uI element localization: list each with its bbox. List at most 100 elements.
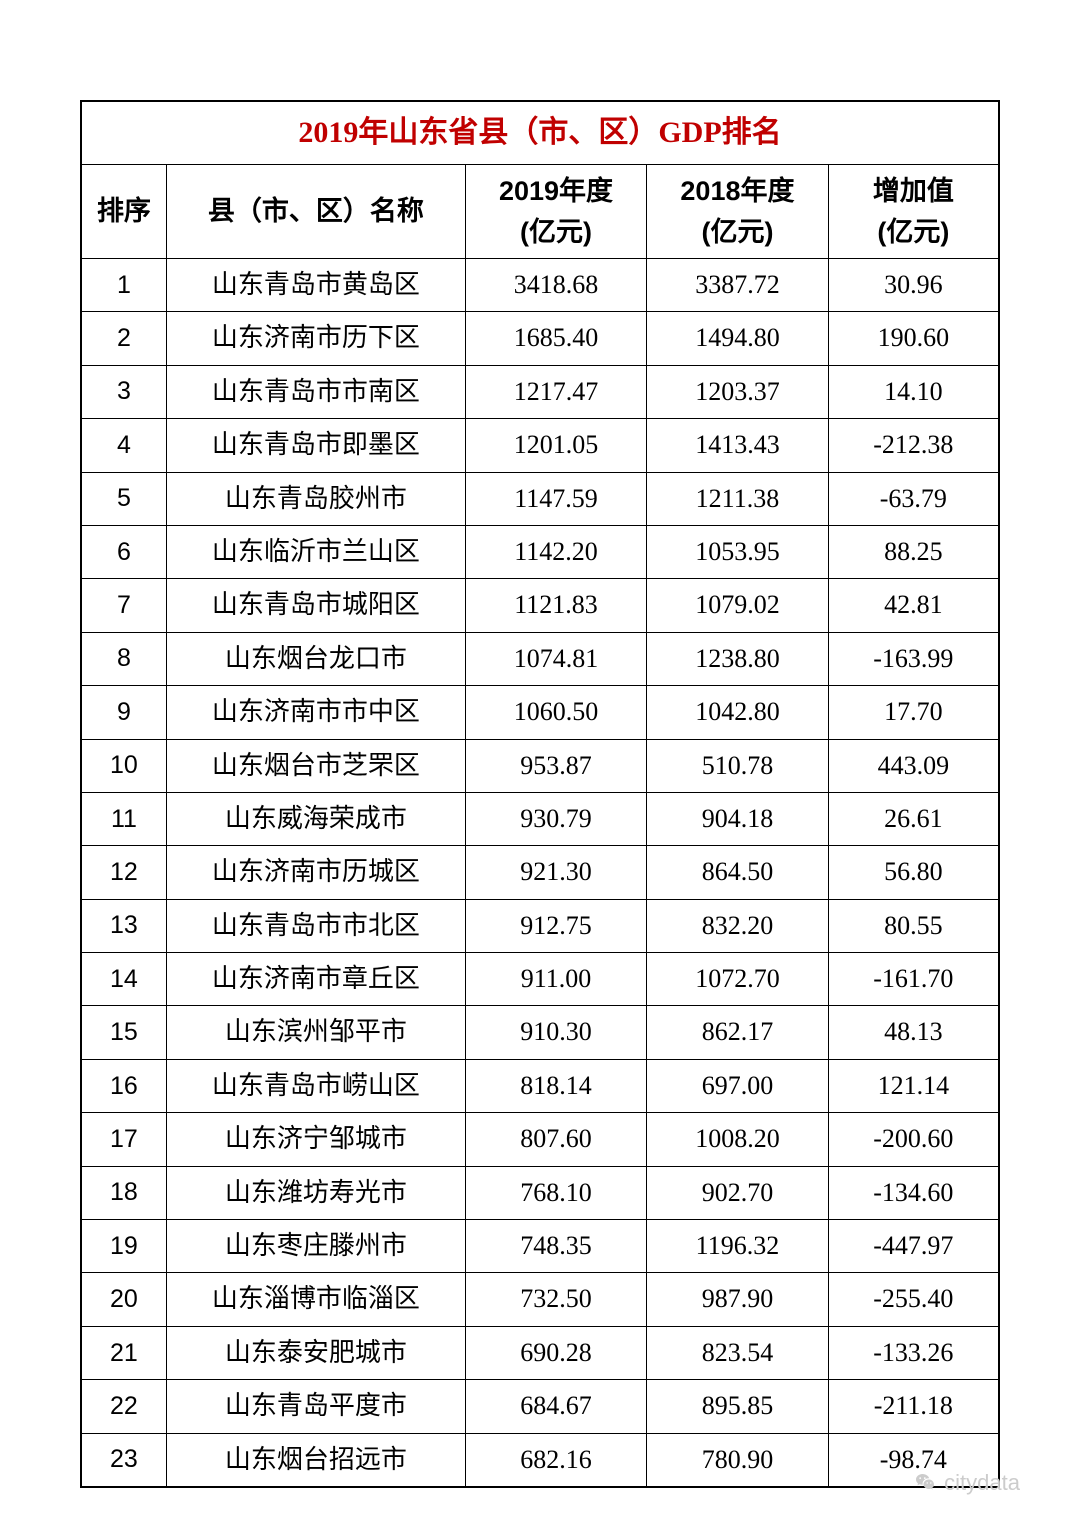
header-2019-line2: (亿元) [520, 217, 592, 247]
cell-y2018: 902.70 [647, 1166, 828, 1219]
cell-diff: -161.70 [828, 953, 999, 1006]
cell-rank: 15 [81, 1006, 166, 1059]
cell-diff: 14.10 [828, 365, 999, 418]
header-diff-line1: 增加值 [873, 176, 954, 206]
cell-y2019: 1217.47 [465, 365, 646, 418]
table-row: 23山东烟台招远市682.16780.90-98.74 [81, 1433, 999, 1487]
cell-name: 山东青岛平度市 [166, 1380, 465, 1433]
cell-diff: -447.97 [828, 1220, 999, 1273]
cell-rank: 23 [81, 1433, 166, 1487]
cell-name: 山东滨州邹平市 [166, 1006, 465, 1059]
table-row: 13山东青岛市市北区912.75832.2080.55 [81, 899, 999, 952]
cell-y2019: 818.14 [465, 1059, 646, 1112]
cell-y2019: 953.87 [465, 739, 646, 792]
table-row: 4山东青岛市即墨区1201.051413.43-212.38 [81, 419, 999, 472]
cell-rank: 5 [81, 472, 166, 525]
cell-y2019: 807.60 [465, 1113, 646, 1166]
table-header-row: 排序 县（市、区）名称 2019年度 (亿元) 2018年度 (亿元) 增加值 … [81, 165, 999, 259]
cell-diff: 26.61 [828, 792, 999, 845]
table-row: 16山东青岛市崂山区818.14697.00121.14 [81, 1059, 999, 1112]
cell-diff: 443.09 [828, 739, 999, 792]
cell-y2019: 921.30 [465, 846, 646, 899]
table-title-row: 2019年山东省县（市、区）GDP排名 [81, 101, 999, 165]
cell-diff: 88.25 [828, 525, 999, 578]
cell-y2018: 1203.37 [647, 365, 828, 418]
header-2019-line1: 2019年度 [499, 176, 613, 206]
table-row: 17山东济宁邹城市807.601008.20-200.60 [81, 1113, 999, 1166]
cell-rank: 19 [81, 1220, 166, 1273]
table-body: 1山东青岛市黄岛区3418.683387.7230.962山东济南市历下区168… [81, 259, 999, 1487]
cell-diff: 80.55 [828, 899, 999, 952]
cell-y2019: 768.10 [465, 1166, 646, 1219]
cell-name: 山东烟台龙口市 [166, 632, 465, 685]
cell-name: 山东烟台招远市 [166, 1433, 465, 1487]
cell-rank: 9 [81, 686, 166, 739]
cell-diff: -163.99 [828, 632, 999, 685]
cell-y2018: 1008.20 [647, 1113, 828, 1166]
table-row: 2山东济南市历下区1685.401494.80190.60 [81, 312, 999, 365]
cell-name: 山东泰安肥城市 [166, 1326, 465, 1379]
cell-rank: 8 [81, 632, 166, 685]
cell-y2018: 3387.72 [647, 259, 828, 312]
cell-rank: 1 [81, 259, 166, 312]
cell-y2019: 1060.50 [465, 686, 646, 739]
cell-name: 山东济南市市中区 [166, 686, 465, 739]
cell-rank: 12 [81, 846, 166, 899]
cell-name: 山东临沂市兰山区 [166, 525, 465, 578]
table-row: 19山东枣庄滕州市748.351196.32-447.97 [81, 1220, 999, 1273]
cell-y2018: 862.17 [647, 1006, 828, 1059]
cell-y2018: 1079.02 [647, 579, 828, 632]
cell-diff: -211.18 [828, 1380, 999, 1433]
cell-y2019: 690.28 [465, 1326, 646, 1379]
cell-y2019: 748.35 [465, 1220, 646, 1273]
table-row: 1山东青岛市黄岛区3418.683387.7230.96 [81, 259, 999, 312]
cell-name: 山东青岛市市北区 [166, 899, 465, 952]
header-2018: 2018年度 (亿元) [647, 165, 828, 259]
cell-y2018: 510.78 [647, 739, 828, 792]
cell-diff: -63.79 [828, 472, 999, 525]
cell-name: 山东枣庄滕州市 [166, 1220, 465, 1273]
cell-rank: 11 [81, 792, 166, 845]
cell-diff: 42.81 [828, 579, 999, 632]
cell-y2019: 1142.20 [465, 525, 646, 578]
cell-name: 山东济南市历下区 [166, 312, 465, 365]
cell-rank: 21 [81, 1326, 166, 1379]
cell-y2018: 697.00 [647, 1059, 828, 1112]
table-row: 12山东济南市历城区921.30864.5056.80 [81, 846, 999, 899]
header-rank: 排序 [81, 165, 166, 259]
cell-y2018: 1238.80 [647, 632, 828, 685]
cell-y2019: 1147.59 [465, 472, 646, 525]
cell-name: 山东青岛胶州市 [166, 472, 465, 525]
cell-rank: 6 [81, 525, 166, 578]
cell-rank: 16 [81, 1059, 166, 1112]
header-diff-line2: (亿元) [877, 217, 949, 247]
cell-rank: 2 [81, 312, 166, 365]
table-row: 11山东威海荣成市930.79904.1826.61 [81, 792, 999, 845]
cell-y2019: 1201.05 [465, 419, 646, 472]
cell-diff: -255.40 [828, 1273, 999, 1326]
cell-y2018: 1413.43 [647, 419, 828, 472]
cell-y2018: 864.50 [647, 846, 828, 899]
cell-diff: -200.60 [828, 1113, 999, 1166]
cell-rank: 14 [81, 953, 166, 1006]
cell-y2019: 684.67 [465, 1380, 646, 1433]
cell-rank: 20 [81, 1273, 166, 1326]
cell-rank: 22 [81, 1380, 166, 1433]
cell-y2018: 823.54 [647, 1326, 828, 1379]
cell-name: 山东青岛市即墨区 [166, 419, 465, 472]
cell-y2019: 911.00 [465, 953, 646, 1006]
cell-y2018: 1196.32 [647, 1220, 828, 1273]
cell-y2019: 3418.68 [465, 259, 646, 312]
cell-name: 山东青岛市崂山区 [166, 1059, 465, 1112]
cell-rank: 3 [81, 365, 166, 418]
cell-y2019: 1121.83 [465, 579, 646, 632]
cell-rank: 18 [81, 1166, 166, 1219]
cell-name: 山东烟台市芝罘区 [166, 739, 465, 792]
cell-diff: 190.60 [828, 312, 999, 365]
cell-y2018: 1053.95 [647, 525, 828, 578]
cell-rank: 13 [81, 899, 166, 952]
cell-name: 山东潍坊寿光市 [166, 1166, 465, 1219]
cell-y2018: 904.18 [647, 792, 828, 845]
header-name: 县（市、区）名称 [166, 165, 465, 259]
table-row: 18山东潍坊寿光市768.10902.70-134.60 [81, 1166, 999, 1219]
